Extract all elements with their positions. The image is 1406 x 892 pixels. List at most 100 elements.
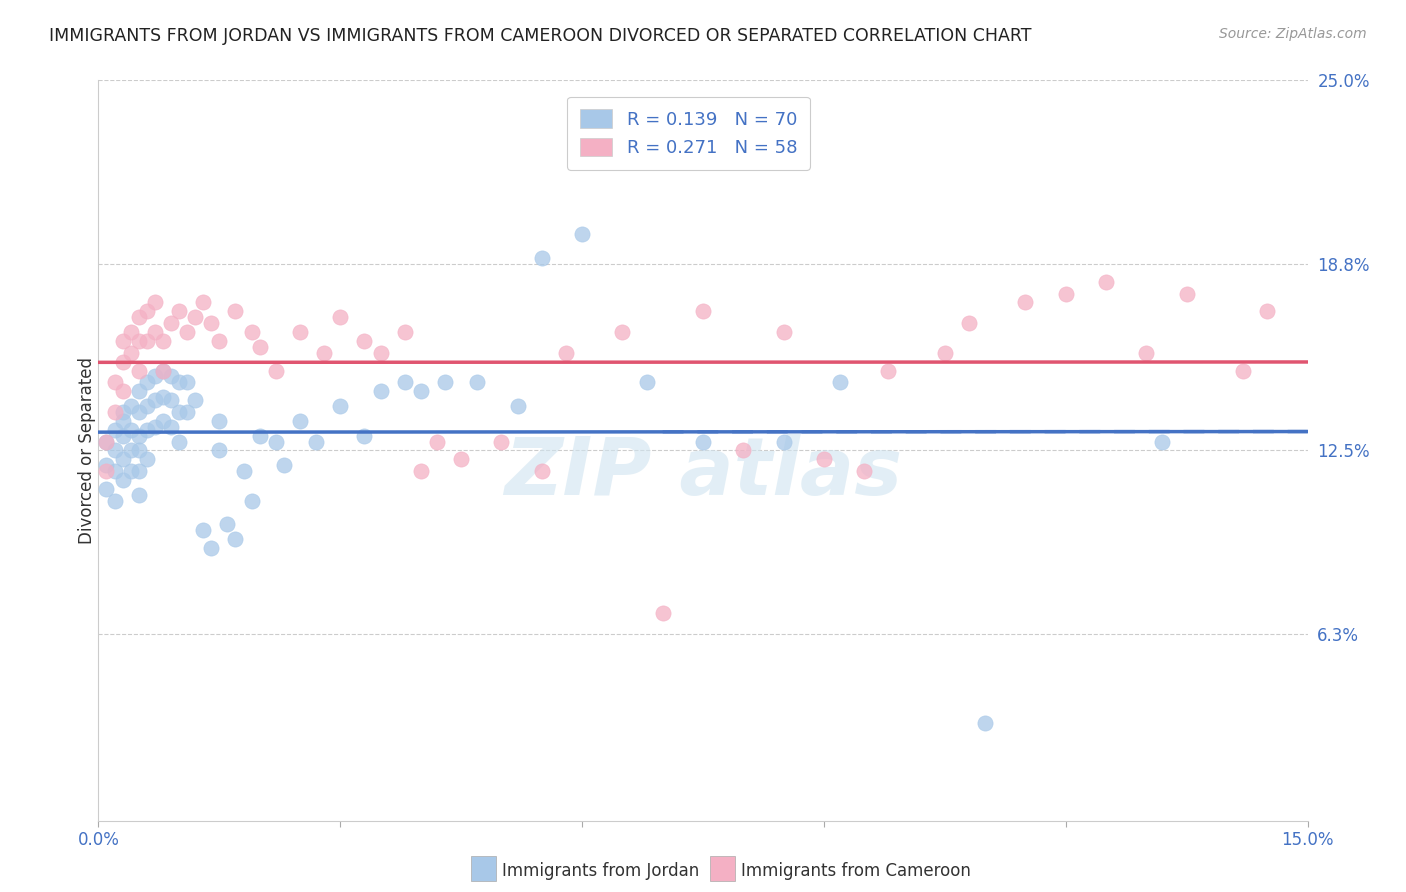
Point xyxy=(96,458,118,473)
Point xyxy=(96,434,118,449)
Point xyxy=(167,405,190,419)
Point xyxy=(1175,286,1198,301)
Point xyxy=(160,419,183,434)
Point xyxy=(135,304,157,318)
Point xyxy=(120,325,142,339)
Point xyxy=(160,369,183,384)
Point xyxy=(193,295,215,310)
Text: IMMIGRANTS FROM JORDAN VS IMMIGRANTS FROM CAMEROON DIVORCED OR SEPARATED CORRELA: IMMIGRANTS FROM JORDAN VS IMMIGRANTS FRO… xyxy=(49,27,1032,45)
Text: Source: ZipAtlas.com: Source: ZipAtlas.com xyxy=(1219,27,1367,41)
Point xyxy=(143,393,166,408)
Point xyxy=(232,464,254,478)
Point xyxy=(135,452,157,467)
Point xyxy=(135,376,157,390)
Point xyxy=(264,363,287,377)
Point xyxy=(96,464,118,478)
Point xyxy=(143,325,166,339)
Point xyxy=(692,304,714,318)
Text: Immigrants from Cameroon: Immigrants from Cameroon xyxy=(741,862,970,880)
Point xyxy=(143,419,166,434)
Point xyxy=(152,363,174,377)
Point xyxy=(135,399,157,413)
Point xyxy=(152,334,174,348)
Point xyxy=(111,428,134,442)
Point xyxy=(128,443,150,458)
Point xyxy=(772,434,794,449)
Point xyxy=(491,434,513,449)
Point xyxy=(128,405,150,419)
Text: Immigrants from Jordan: Immigrants from Jordan xyxy=(502,862,699,880)
Point xyxy=(208,334,231,348)
Point xyxy=(530,251,553,265)
Point xyxy=(426,434,449,449)
Point xyxy=(167,376,190,390)
Point xyxy=(370,384,392,399)
Point xyxy=(184,393,207,408)
Point xyxy=(450,452,472,467)
Point xyxy=(1135,345,1157,359)
Point xyxy=(193,524,215,538)
Point xyxy=(974,715,997,730)
Point xyxy=(465,376,488,390)
Point xyxy=(103,376,125,390)
Point xyxy=(120,443,142,458)
Point xyxy=(772,325,794,339)
Legend: R = 0.139   N = 70, R = 0.271   N = 58: R = 0.139 N = 70, R = 0.271 N = 58 xyxy=(567,96,810,169)
Point xyxy=(264,434,287,449)
Point xyxy=(103,405,125,419)
Point xyxy=(434,376,457,390)
Point xyxy=(128,334,150,348)
Point xyxy=(934,345,956,359)
Point xyxy=(1152,434,1174,449)
Point xyxy=(128,428,150,442)
Text: ZIP atlas: ZIP atlas xyxy=(503,434,903,512)
Point xyxy=(103,493,125,508)
Point xyxy=(111,452,134,467)
Point xyxy=(128,363,150,377)
Point xyxy=(571,227,593,242)
Point xyxy=(853,464,876,478)
Point xyxy=(506,399,529,413)
Point xyxy=(217,517,239,532)
Point xyxy=(1095,275,1118,289)
Point xyxy=(120,423,142,437)
Point xyxy=(143,369,166,384)
Point xyxy=(167,304,190,318)
Point xyxy=(128,310,150,325)
Point xyxy=(120,345,142,359)
Point xyxy=(612,325,634,339)
Point xyxy=(111,473,134,487)
Point xyxy=(128,488,150,502)
Point xyxy=(733,443,755,458)
Point xyxy=(240,325,263,339)
Point xyxy=(370,345,392,359)
Point xyxy=(813,452,835,467)
Point xyxy=(200,541,222,556)
Point xyxy=(176,325,198,339)
Point xyxy=(1232,363,1254,377)
Point xyxy=(555,345,578,359)
Point xyxy=(111,414,134,428)
Point xyxy=(329,310,352,325)
Point xyxy=(120,399,142,413)
Point xyxy=(103,443,125,458)
Point xyxy=(96,434,118,449)
Point xyxy=(249,340,271,354)
Point xyxy=(224,533,246,547)
Point xyxy=(160,316,183,330)
Point xyxy=(152,363,174,377)
Point xyxy=(200,316,222,330)
Point xyxy=(1014,295,1036,310)
Point xyxy=(208,443,231,458)
Point xyxy=(111,334,134,348)
Point xyxy=(152,390,174,404)
Point xyxy=(353,428,375,442)
Point xyxy=(120,464,142,478)
Point xyxy=(957,316,980,330)
Point xyxy=(128,464,150,478)
Point xyxy=(111,354,134,368)
Point xyxy=(394,325,416,339)
Point xyxy=(103,423,125,437)
Point xyxy=(184,310,207,325)
Point xyxy=(409,384,432,399)
